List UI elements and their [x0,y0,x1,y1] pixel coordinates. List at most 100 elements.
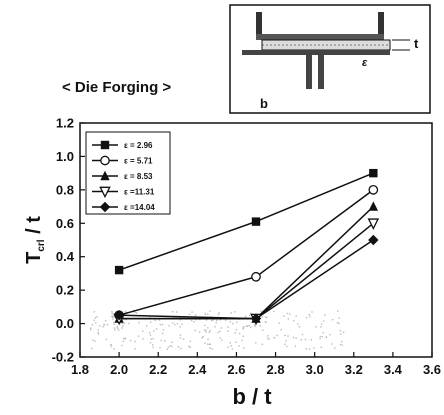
noise-dot [137,335,140,337]
noise-dot [210,319,213,322]
y-tick-label: 0.6 [56,216,74,231]
noise-dot [215,322,217,324]
chart-subtitle: < Die Forging > [62,79,171,96]
noise-dot [106,323,109,326]
noise-dot [289,313,291,315]
noise-dot [162,329,165,331]
noise-dot [244,315,247,318]
noise-dot [211,348,213,350]
noise-dot [174,323,176,326]
noise-dot [234,332,237,334]
legend-marker [99,201,111,213]
noise-dot [253,324,256,326]
noise-dot [149,342,152,344]
noise-dot [133,311,136,313]
noise-dot [219,337,221,339]
y-axis-label-tail: / t [23,216,45,240]
series-point [369,168,378,178]
noise-dot [135,312,138,314]
noise-dot [265,321,267,323]
noise-dot [212,319,214,321]
noise-dot [125,318,127,321]
svg-text:Tcrl / t: Tcrl / t [23,216,47,264]
noise-dot [323,320,325,322]
noise-dot [159,324,162,326]
noise-dot [209,343,212,345]
noise-dot [207,327,209,329]
noise-dot [119,322,121,325]
noise-dot [283,315,285,317]
noise-dot [111,315,113,318]
noise-dot [138,321,140,324]
noise-dot [201,337,203,339]
series-point [250,313,262,324]
inset-label-e: ε [362,57,368,69]
noise-dot [259,325,261,327]
noise-dot [134,348,136,350]
noise-dot [95,322,97,324]
noise-dot [334,347,336,349]
noise-dot [179,337,182,339]
noise-dot [161,323,164,326]
noise-dot [308,348,311,350]
noise-dot [320,326,322,328]
noise-dot [94,317,97,319]
y-axis-label-sub: crl [36,239,47,251]
noise-dot [112,318,114,320]
noise-dot [342,331,345,333]
noise-dot [322,332,324,334]
noise-dot [250,312,252,314]
noise-dot [167,346,170,349]
noise-dot [112,316,114,318]
noise-dot [232,322,234,325]
noise-dot [235,341,237,343]
legend-marker [100,170,110,181]
noise-dot [176,323,179,325]
noise-dot [158,319,161,321]
noise-dot [227,330,229,332]
noise-dot [319,335,321,338]
noise-dot [123,322,126,325]
noise-dot [207,343,209,345]
noise-dot [331,319,334,321]
y-axis-label-main: T [23,252,45,264]
noise-dot [93,319,95,321]
noise-dot [194,314,197,316]
legend-entry: ε =11.31 [124,188,155,197]
noise-dot [310,339,312,341]
y-tick-label: 0.8 [56,182,74,197]
noise-dot [241,339,243,342]
noise-dot [209,347,211,349]
legend: ε = 2.96 ε = 5.71 ε = 8.53 ε =11.31 ε =14.04 [85,131,171,215]
noise-dot [321,336,323,338]
noise-dot [276,334,278,337]
noise-dot [96,316,98,318]
inset-label-b: b [260,96,268,111]
noise-dot [242,335,244,337]
noise-dot [214,326,216,328]
noise-dot [338,322,340,325]
noise-dot [171,311,174,313]
noise-dot [264,316,267,318]
noise-dot [105,338,108,341]
noise-dot [152,338,154,340]
x-tick-label: 1.8 [71,362,89,377]
plot-frame [79,122,433,358]
series-point [368,185,379,195]
noise-dot [273,336,275,339]
y-tick-label: 0.4 [56,249,75,264]
noise-dot [260,310,262,312]
inset-upper-die [256,34,384,40]
noise-dot [295,315,297,317]
noise-dot [236,321,238,323]
noise-dot [159,347,161,349]
x-tick-label: 3.4 [384,362,403,377]
noise-dot [111,312,113,315]
noise-dot [315,326,317,328]
noise-dot [191,311,193,313]
noise-dot [123,338,125,340]
noise-dot [92,339,94,341]
noise-dot [227,326,229,328]
noise-dot [209,330,211,332]
series-point [251,271,261,282]
